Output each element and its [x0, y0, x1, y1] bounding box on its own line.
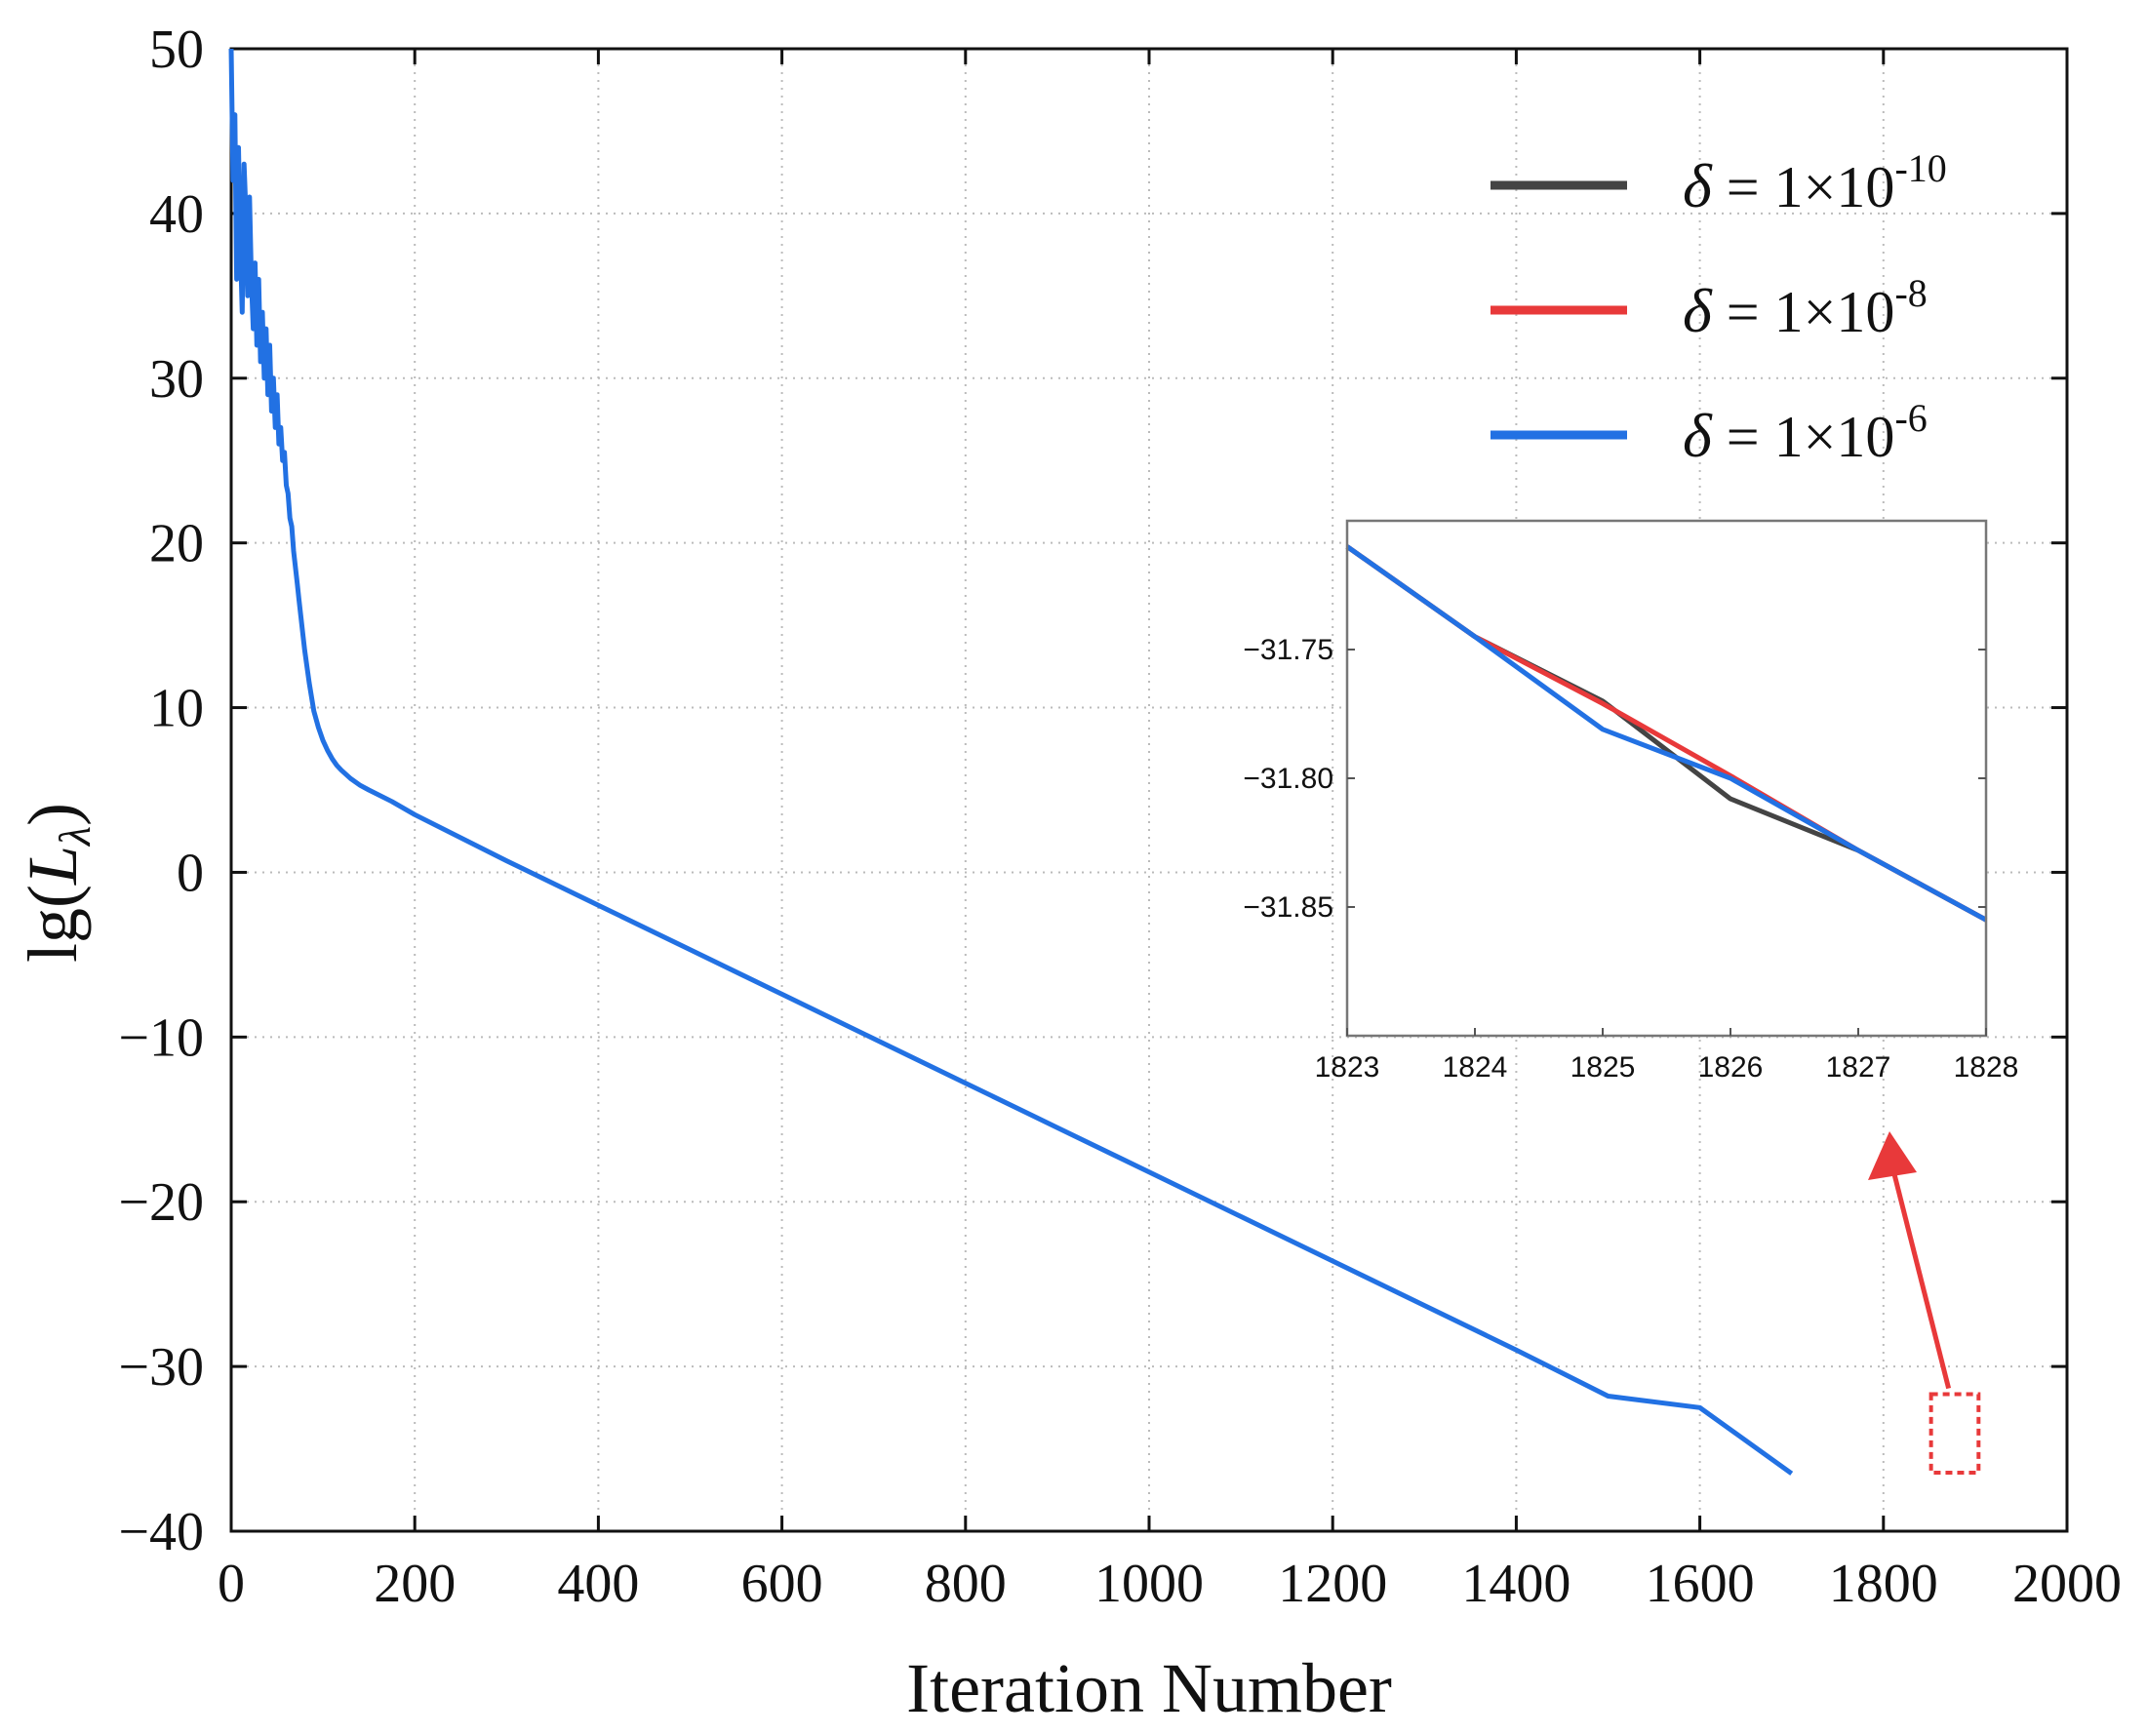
y-axis-title-subscript: λ — [50, 826, 99, 848]
legend-label-delta: δ — [1683, 151, 1713, 220]
inset-x-tick-label: 1824 — [1443, 1051, 1508, 1084]
legend-label-delta: δ — [1683, 276, 1713, 345]
x-tick-label: 1000 — [1094, 1554, 1204, 1614]
inset-x-tick-label: 1825 — [1570, 1051, 1636, 1084]
y-tick-label: −40 — [118, 1502, 204, 1562]
y-tick-label: −20 — [118, 1172, 204, 1233]
y-axis-title-prefix: lg( — [14, 885, 92, 963]
y-tick-label: 10 — [149, 679, 204, 739]
x-tick-label: 1800 — [1829, 1554, 1938, 1614]
legend-label-exp: -10 — [1894, 146, 1946, 190]
y-tick-label: 50 — [149, 20, 204, 80]
x-tick-label: 1400 — [1461, 1554, 1570, 1614]
y-tick-label: 0 — [177, 843, 204, 903]
inset-series-line — [1345, 544, 1988, 923]
x-tick-label: 200 — [374, 1554, 456, 1614]
legend-entry: δ = 1×10-10 — [1491, 146, 1947, 220]
legend-label-delta: δ — [1683, 401, 1713, 470]
zoom-region-box — [1928, 1392, 1981, 1475]
x-tick-label: 400 — [557, 1554, 639, 1614]
y-tick-label: 30 — [149, 349, 204, 410]
zoom-arrow-head — [1868, 1131, 1917, 1180]
y-tick-label: 20 — [149, 514, 204, 574]
main-series — [228, 48, 1794, 1476]
y-axis-title-suffix: ) — [14, 803, 92, 826]
legend-label-eq: = 1×10 — [1712, 280, 1895, 344]
inset: 1823 1824 1825 1826 1827 1828 −31.75 −31.80 −31.… — [1243, 519, 2019, 1084]
x-tick-label: 1600 — [1646, 1554, 1755, 1614]
x-tick-label: 800 — [925, 1554, 1007, 1614]
inset-x-tick-label: 1827 — [1826, 1051, 1891, 1084]
legend-label: δ = 1×10-10 — [1683, 146, 1947, 220]
legend-label-exp: -8 — [1894, 271, 1927, 315]
x-axis-title: Iteration Number — [906, 1649, 1392, 1727]
inset-y-tick-label: −31.75 — [1243, 634, 1333, 666]
inset-x-tick-label: 1823 — [1315, 1051, 1380, 1084]
legend-label-exp: -6 — [1894, 396, 1927, 440]
y-tick-label: −10 — [118, 1007, 204, 1068]
zoom-arrow-line — [1890, 1169, 1952, 1390]
legend-entry: δ = 1×10-6 — [1491, 396, 1928, 470]
inset-x-tick-label: 1826 — [1698, 1051, 1764, 1084]
svg-text:lg(Lλ): lg(Lλ) — [14, 803, 99, 963]
legend-entry: δ = 1×10-8 — [1491, 271, 1928, 345]
legend: δ = 1×10-10δ = 1×10-8δ = 1×10-6 — [1491, 146, 1947, 470]
y-ticks: −40 −30 −20 −10 0 10 20 30 40 50 — [118, 20, 2067, 1562]
legend-label: δ = 1×10-8 — [1683, 271, 1928, 345]
inset-y-tick-label: −31.80 — [1243, 763, 1333, 795]
x-tick-label: 2000 — [2012, 1554, 2122, 1614]
x-tick-label: 600 — [741, 1554, 823, 1614]
inset-x-tick-label: 1828 — [1954, 1051, 2019, 1084]
main-series-line — [228, 48, 1794, 1476]
legend-label-eq: = 1×10 — [1712, 405, 1895, 469]
inset-background — [1347, 521, 1986, 1036]
legend-label-eq: = 1×10 — [1712, 155, 1895, 219]
y-tick-label: −30 — [118, 1337, 204, 1398]
legend-label: δ = 1×10-6 — [1683, 396, 1928, 470]
zoom-annotation — [1868, 1131, 1981, 1475]
inset-y-tick-label: −31.85 — [1243, 891, 1333, 924]
y-axis-title: lg(Lλ) — [14, 803, 99, 963]
x-tick-label: 0 — [218, 1554, 245, 1614]
y-axis-title-symbol: L — [14, 846, 92, 886]
y-tick-label: 40 — [149, 184, 204, 245]
x-tick-label: 1200 — [1278, 1554, 1387, 1614]
x-ticks: 0 200 400 600 800 1000 1200 1400 1600 1800 2000 — [218, 49, 2122, 1614]
